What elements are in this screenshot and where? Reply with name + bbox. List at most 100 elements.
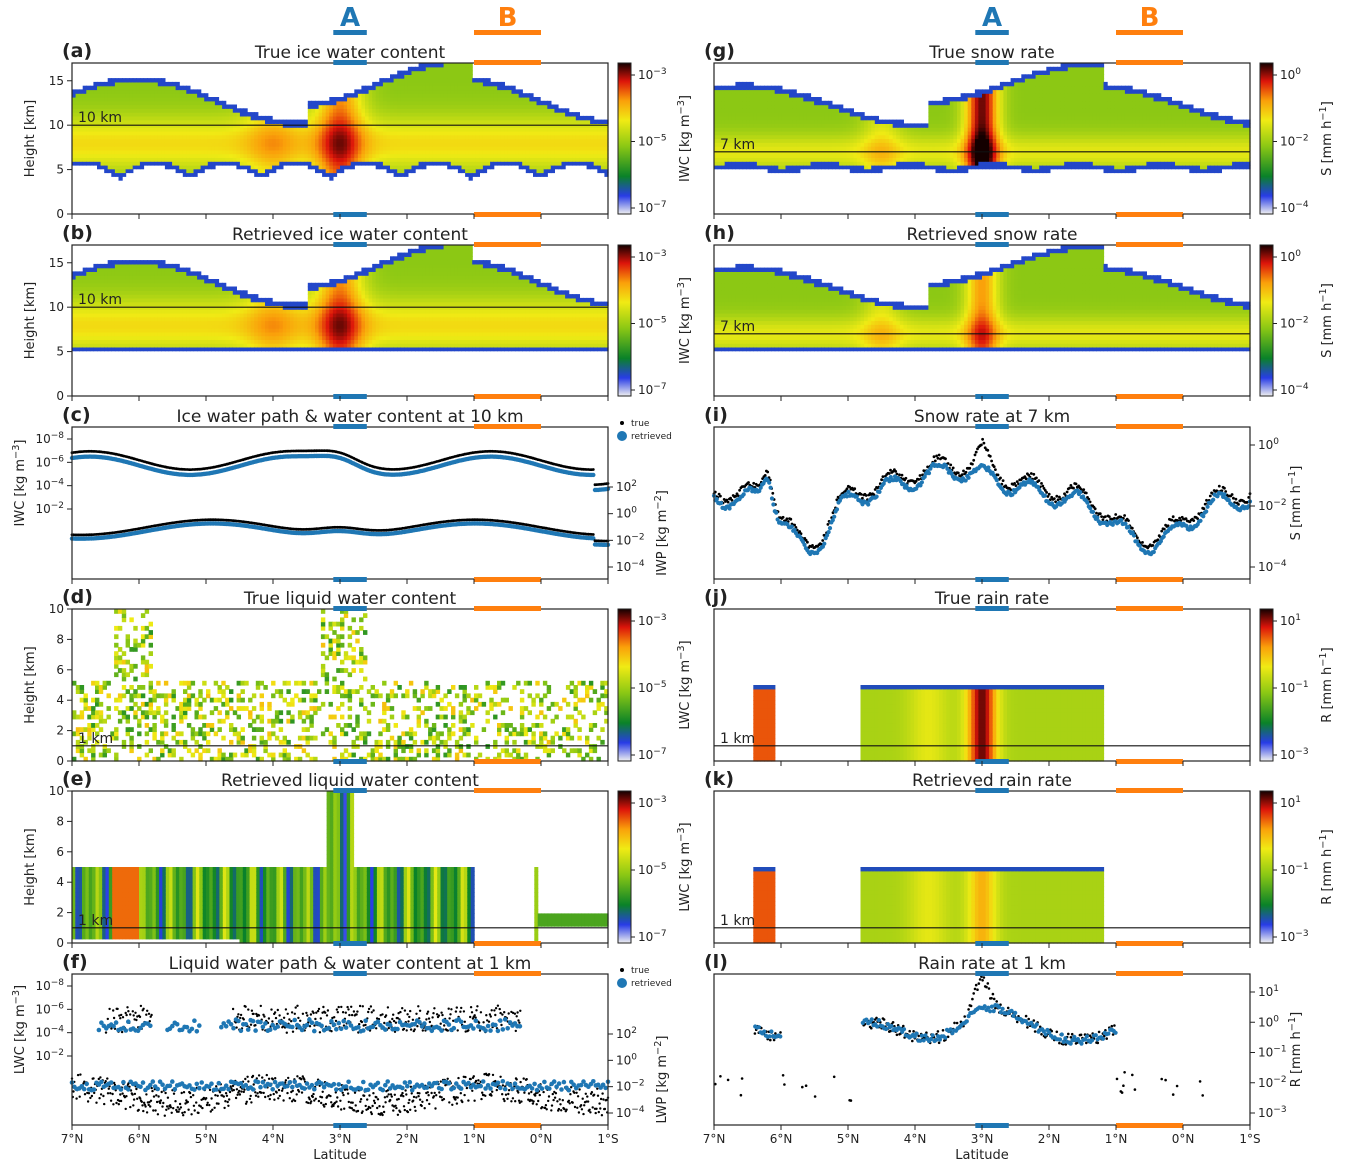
heatmap-cell: [101, 127, 105, 131]
heatmap-cell: [161, 142, 165, 146]
heatmap-cell: [433, 116, 437, 120]
heatmap-cell: [311, 108, 315, 112]
heatmap-cell: [472, 116, 476, 120]
heatmap-cell: [208, 142, 212, 146]
heatmap-cell: [222, 139, 226, 143]
heatmap-cell: [169, 82, 173, 86]
heatmap-cell: [254, 173, 258, 177]
heatmap-cell: [126, 116, 130, 120]
heatmap-cell: [222, 336, 226, 340]
heatmap-cell: [554, 108, 558, 112]
heatmap-cell: [333, 173, 337, 177]
heatmap-cell: [454, 142, 458, 146]
heatmap-cell: [308, 139, 312, 143]
heatmap-cell: [286, 302, 290, 306]
heatmap-cell: [133, 108, 137, 112]
heatmap-cell: [454, 146, 458, 150]
heatmap-cell: [322, 169, 326, 173]
heatmap-cell: [336, 161, 340, 165]
heatmap-cell: [522, 116, 526, 120]
heatmap-cell: [551, 169, 555, 173]
heatmap-cell: [454, 97, 458, 101]
heatmap-cell: [269, 127, 273, 131]
heatmap-cell: [83, 309, 87, 313]
heatmap-cell: [347, 347, 351, 351]
heatmap-cell: [347, 146, 351, 150]
heatmap-cell: [365, 347, 369, 351]
heatmap-cell: [361, 101, 365, 105]
heatmap-cell: [151, 309, 155, 313]
heatmap-cell: [376, 154, 380, 158]
heatmap-cell: [108, 339, 112, 343]
heatmap-cell: [351, 101, 355, 105]
heatmap-cell: [190, 135, 194, 139]
heatmap-cell: [154, 324, 158, 328]
heatmap-cell: [429, 161, 433, 165]
heatmap-cell: [169, 279, 173, 283]
heatmap-cell: [415, 135, 419, 139]
heatmap-cell: [222, 127, 226, 131]
heatmap-cell: [147, 146, 151, 150]
heatmap-cell: [286, 309, 290, 313]
region-marker-A: [333, 30, 367, 35]
heatmap-cell: [222, 146, 226, 150]
heatmap-cell: [294, 324, 298, 328]
heatmap-cell: [501, 127, 505, 131]
heatmap-cell: [351, 146, 355, 150]
heatmap-cell: [390, 78, 394, 82]
heatmap-cell: [462, 139, 466, 143]
heatmap-cell: [526, 161, 530, 165]
heatmap-cell: [240, 309, 244, 313]
heatmap-cell: [154, 294, 158, 298]
heatmap-cell: [340, 108, 344, 112]
heatmap-cell: [376, 127, 380, 131]
heatmap-cell: [108, 347, 112, 351]
heatmap-cell: [458, 146, 462, 150]
heatmap-cell: [294, 154, 298, 158]
heatmap-cell: [340, 127, 344, 131]
heatmap-cell: [136, 101, 140, 105]
heatmap-cell: [151, 139, 155, 143]
heatmap-cell: [551, 154, 555, 158]
heatmap-cell: [361, 157, 365, 161]
heatmap-cell: [354, 116, 358, 120]
heatmap-cell: [269, 139, 273, 143]
heatmap-cell: [447, 63, 451, 67]
heatmap-cell: [540, 139, 544, 143]
heatmap-cell: [512, 142, 516, 146]
heatmap-cell: [476, 142, 480, 146]
heatmap-cell: [83, 324, 87, 328]
heatmap-cell: [233, 157, 237, 161]
heatmap-cell: [472, 93, 476, 97]
heatmap-cell: [261, 169, 265, 173]
heatmap-cell: [108, 309, 112, 313]
heatmap-cell: [512, 108, 516, 112]
heatmap-cell: [165, 97, 169, 101]
heatmap-cell: [247, 309, 251, 313]
heatmap-cell: [219, 321, 223, 325]
heatmap-cell: [72, 317, 76, 321]
heatmap-cell: [365, 275, 369, 279]
heatmap-cell: [433, 154, 437, 158]
heatmap-cell: [394, 157, 398, 161]
heatmap-cell: [136, 116, 140, 120]
heatmap-cell: [512, 127, 516, 131]
heatmap-cell: [394, 146, 398, 150]
heatmap-cell: [272, 339, 276, 343]
heatmap-cell: [122, 290, 126, 294]
region-label-A: A: [982, 3, 1002, 33]
heatmap-cell: [176, 324, 180, 328]
heatmap-cell: [469, 169, 473, 173]
heatmap-cell: [315, 317, 319, 321]
heatmap-cell: [219, 108, 223, 112]
heatmap-cell: [383, 112, 387, 116]
heatmap-cell: [394, 275, 398, 279]
heatmap-cell: [111, 260, 115, 264]
heatmap-cell: [508, 142, 512, 146]
heatmap-cell: [408, 71, 412, 75]
heatmap-cell: [161, 328, 165, 332]
heatmap-cell: [215, 146, 219, 150]
heatmap-cell: [551, 139, 555, 143]
heatmap-cell: [529, 97, 533, 101]
heatmap-cell: [219, 146, 223, 150]
